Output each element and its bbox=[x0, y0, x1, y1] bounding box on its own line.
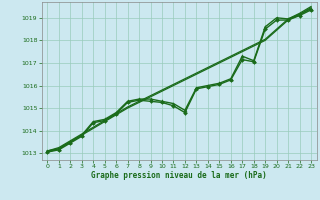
X-axis label: Graphe pression niveau de la mer (hPa): Graphe pression niveau de la mer (hPa) bbox=[91, 171, 267, 180]
